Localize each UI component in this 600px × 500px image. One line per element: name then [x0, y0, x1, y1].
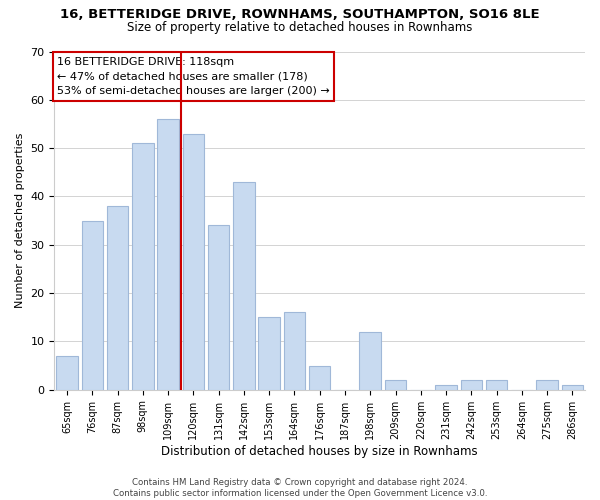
Bar — [486, 380, 508, 390]
Bar — [385, 380, 406, 390]
Y-axis label: Number of detached properties: Number of detached properties — [15, 133, 25, 308]
Bar — [132, 144, 154, 390]
X-axis label: Distribution of detached houses by size in Rownhams: Distribution of detached houses by size … — [161, 444, 478, 458]
Bar — [208, 226, 229, 390]
Bar — [107, 206, 128, 390]
Bar — [309, 366, 331, 390]
Text: 16, BETTERIDGE DRIVE, ROWNHAMS, SOUTHAMPTON, SO16 8LE: 16, BETTERIDGE DRIVE, ROWNHAMS, SOUTHAMP… — [60, 8, 540, 20]
Bar — [435, 385, 457, 390]
Text: 16 BETTERIDGE DRIVE: 118sqm
← 47% of detached houses are smaller (178)
53% of se: 16 BETTERIDGE DRIVE: 118sqm ← 47% of det… — [57, 56, 330, 96]
Bar — [56, 356, 78, 390]
Bar — [82, 220, 103, 390]
Bar — [536, 380, 558, 390]
Bar — [461, 380, 482, 390]
Bar — [284, 312, 305, 390]
Bar — [182, 134, 204, 390]
Text: Size of property relative to detached houses in Rownhams: Size of property relative to detached ho… — [127, 21, 473, 34]
Bar — [233, 182, 254, 390]
Bar — [157, 119, 179, 390]
Bar — [259, 317, 280, 390]
Text: Contains HM Land Registry data © Crown copyright and database right 2024.
Contai: Contains HM Land Registry data © Crown c… — [113, 478, 487, 498]
Bar — [562, 385, 583, 390]
Bar — [359, 332, 381, 390]
